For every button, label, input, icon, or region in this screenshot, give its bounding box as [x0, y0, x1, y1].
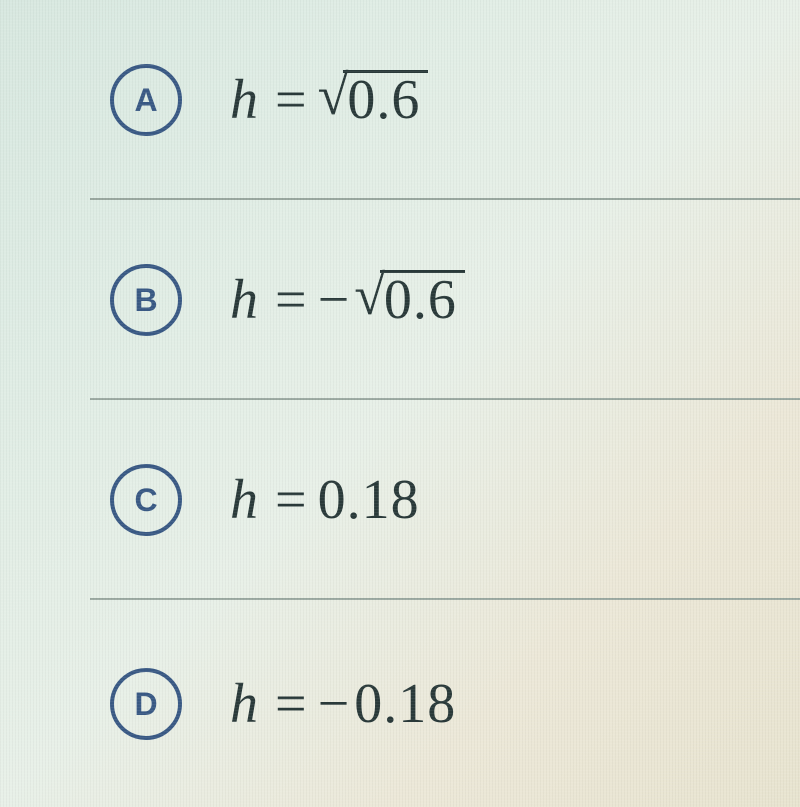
option-d-variable: h [230, 672, 259, 736]
option-b-variable: h [230, 268, 259, 332]
sqrt-expression: √ 0.6 [318, 68, 427, 132]
option-b-letter: B [134, 284, 157, 316]
equals-sign: = [275, 468, 308, 532]
option-a-circle[interactable]: A [110, 64, 182, 136]
option-d-letter: D [134, 688, 157, 720]
option-d-row[interactable]: D h = − 0.18 [0, 600, 800, 807]
option-d-equation: h = − 0.18 [230, 672, 456, 736]
option-b-circle[interactable]: B [110, 264, 182, 336]
options-container: A h = √ 0.6 B h = − √ 0.6 C [0, 0, 800, 807]
option-b-row[interactable]: B h = − √ 0.6 [0, 200, 800, 400]
option-c-row[interactable]: C h = 0.18 [0, 400, 800, 600]
option-a-row[interactable]: A h = √ 0.6 [0, 0, 800, 200]
equals-sign: = [275, 672, 308, 736]
option-c-value: 0.18 [318, 468, 420, 532]
negative-sign: − [318, 672, 351, 736]
option-a-letter: A [134, 84, 157, 116]
option-a-value: 0.6 [345, 68, 426, 132]
option-b-value: 0.6 [382, 268, 463, 332]
option-c-equation: h = 0.18 [230, 468, 420, 532]
option-c-circle[interactable]: C [110, 464, 182, 536]
option-d-circle[interactable]: D [110, 668, 182, 740]
option-c-letter: C [134, 484, 157, 516]
option-a-equation: h = √ 0.6 [230, 68, 426, 132]
option-c-variable: h [230, 468, 259, 532]
sqrt-expression: √ 0.6 [354, 268, 463, 332]
negative-sign: − [318, 268, 351, 332]
option-a-variable: h [230, 68, 259, 132]
option-d-value: 0.18 [354, 672, 456, 736]
option-b-equation: h = − √ 0.6 [230, 268, 463, 332]
equals-sign: = [275, 68, 308, 132]
equals-sign: = [275, 268, 308, 332]
